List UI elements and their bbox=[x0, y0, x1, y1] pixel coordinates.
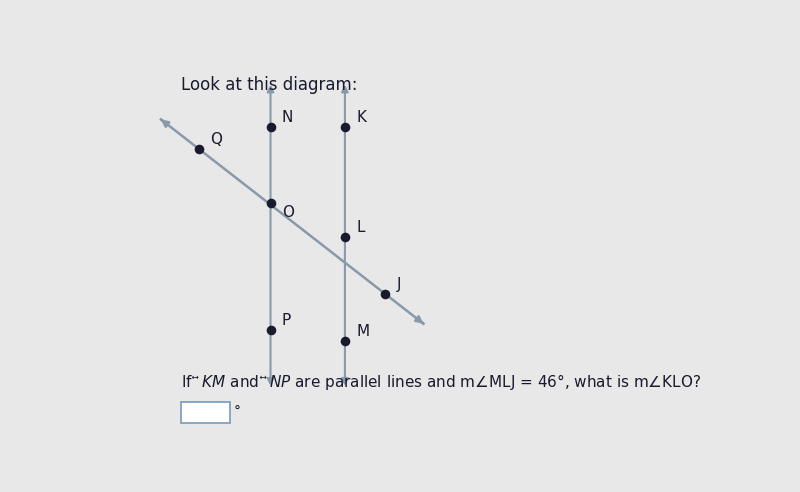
Text: Q: Q bbox=[210, 132, 222, 147]
Point bbox=[264, 199, 277, 207]
Text: K: K bbox=[356, 110, 366, 125]
Text: P: P bbox=[282, 313, 291, 328]
FancyBboxPatch shape bbox=[181, 402, 230, 423]
Text: L: L bbox=[356, 220, 365, 235]
Point bbox=[264, 326, 277, 334]
Point bbox=[379, 290, 392, 298]
Point bbox=[193, 145, 206, 153]
Point bbox=[338, 338, 351, 345]
Text: °: ° bbox=[234, 405, 240, 419]
Text: M: M bbox=[356, 324, 369, 339]
Text: J: J bbox=[396, 277, 401, 292]
Text: Look at this diagram:: Look at this diagram: bbox=[181, 76, 357, 94]
Text: N: N bbox=[282, 110, 293, 125]
Point bbox=[338, 233, 351, 241]
Point bbox=[264, 123, 277, 131]
Point bbox=[338, 123, 351, 131]
Text: If $\overleftrightarrow{KM}$ and $\overleftrightarrow{NP}$ are parallel lines an: If $\overleftrightarrow{KM}$ and $\overl… bbox=[181, 371, 701, 392]
Text: O: O bbox=[282, 205, 294, 220]
